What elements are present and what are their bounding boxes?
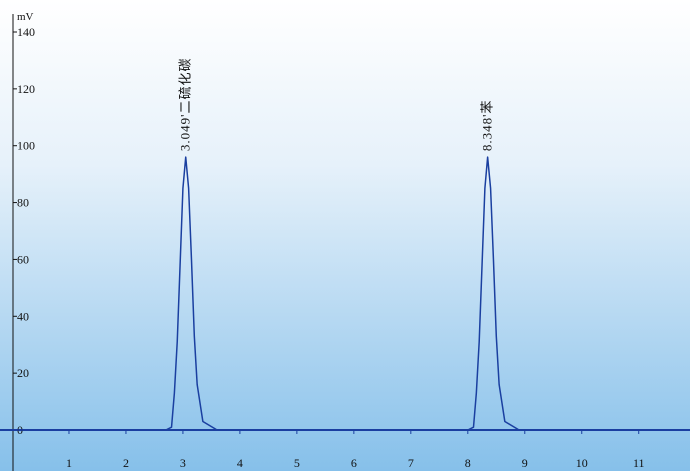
y-tick-label: 80 [17,196,29,210]
x-tick-label: 6 [351,456,357,470]
x-tick-label: 5 [294,456,300,470]
signal-line [12,156,690,431]
y-axis-label: mV [17,11,34,23]
x-tick-label: 8 [465,456,471,470]
y-tick-label: 20 [17,366,29,380]
x-tick-label: 11 [633,456,645,470]
x-tick-label: 3 [180,456,186,470]
x-tick-label: 1 [66,456,72,470]
y-tick-label: 120 [17,82,35,96]
y-tick-label: 40 [17,309,29,323]
peak-label: 8.348'苯 [480,99,495,151]
y-tick-label: 60 [17,252,29,266]
peak-label: 3.049'二硫化碳 [178,57,193,151]
x-tick-label: 7 [408,456,414,470]
y-tick-label: 140 [17,25,35,39]
x-tick-label: 4 [237,456,243,470]
x-tick-label: 10 [576,456,588,470]
x-tick-label: 2 [123,456,129,470]
y-tick-label: 100 [17,139,35,153]
x-tick-label: 9 [522,456,528,470]
